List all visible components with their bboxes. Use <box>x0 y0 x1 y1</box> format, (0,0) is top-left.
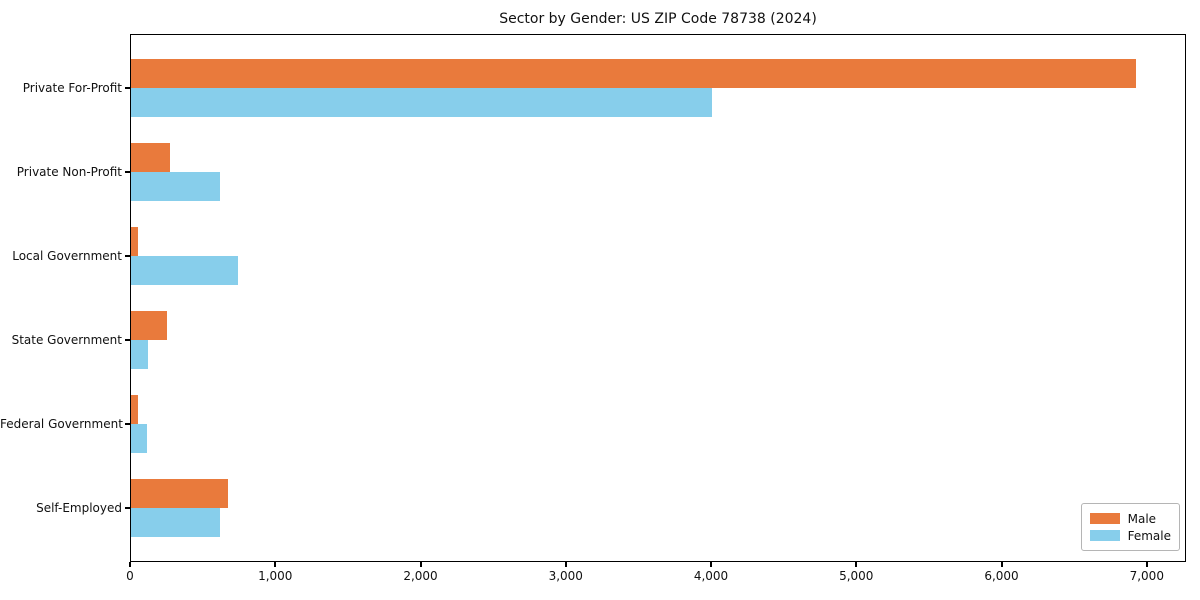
y-tick-mark <box>125 507 130 509</box>
y-tick-mark <box>125 339 130 341</box>
legend-label-female: Female <box>1127 528 1171 543</box>
legend-label-male: Male <box>1127 511 1157 526</box>
x-tick-label-0: 0 <box>126 569 134 583</box>
y-tick-label-self-employed: Self-Employed <box>36 501 122 515</box>
x-tick-label-4000: 4,000 <box>693 569 729 583</box>
x-tick-label-2000: 2,000 <box>403 569 438 583</box>
legend-row-male: Male <box>1089 510 1171 527</box>
x-tick-mark <box>419 562 422 567</box>
x-tick-mark <box>855 562 858 567</box>
legend-swatch-female-icon <box>1089 530 1120 541</box>
y-tick-mark <box>125 87 130 89</box>
legend: Male Female <box>1080 503 1180 551</box>
y-tick-label-local-government: Local Government <box>12 249 122 263</box>
bar-female-private-non-profit <box>131 172 220 201</box>
x-tick-mark <box>1145 562 1148 567</box>
x-tick-label-1000: 1,000 <box>258 569 293 583</box>
y-tick-label-state-government: State Government <box>11 333 122 347</box>
y-tick-mark <box>125 171 130 173</box>
bar-male-self-employed <box>131 479 229 508</box>
bar-female-state-government <box>131 340 149 369</box>
bar-female-federal-government <box>131 424 147 453</box>
x-tick-label-7000: 7,000 <box>1129 569 1164 583</box>
bar-female-private-for-profit <box>131 88 713 117</box>
x-tick-mark <box>564 562 567 567</box>
y-tick-mark <box>125 255 130 257</box>
plot-area: Male Female <box>130 34 1186 562</box>
x-tick-mark <box>1000 562 1003 567</box>
x-tick-label-5000: 5,000 <box>839 569 874 583</box>
x-tick-label-3000: 3,000 <box>548 569 583 583</box>
y-tick-mark <box>125 423 130 425</box>
bar-male-local-government <box>131 227 139 256</box>
y-tick-label-federal-government: Federal Government <box>0 417 123 431</box>
y-tick-label-private-for-profit: Private For-Profit <box>22 81 122 95</box>
x-tick-mark <box>710 562 713 567</box>
bar-female-self-employed <box>131 508 220 537</box>
bar-female-local-government <box>131 256 239 285</box>
legend-row-female: Female <box>1089 527 1171 544</box>
x-tick-mark <box>129 562 131 567</box>
x-tick-mark <box>274 562 277 567</box>
chart-title: Sector by Gender: US ZIP Code 78738 (202… <box>499 11 817 27</box>
y-tick-label-private-non-profit: Private Non-Profit <box>16 165 122 179</box>
legend-swatch-male-icon <box>1089 513 1120 524</box>
bar-male-state-government <box>131 311 168 340</box>
bar-male-federal-government <box>131 395 138 424</box>
x-tick-label-6000: 6,000 <box>984 569 1019 583</box>
bar-male-private-non-profit <box>131 143 171 172</box>
bar-male-private-for-profit <box>131 59 1137 88</box>
